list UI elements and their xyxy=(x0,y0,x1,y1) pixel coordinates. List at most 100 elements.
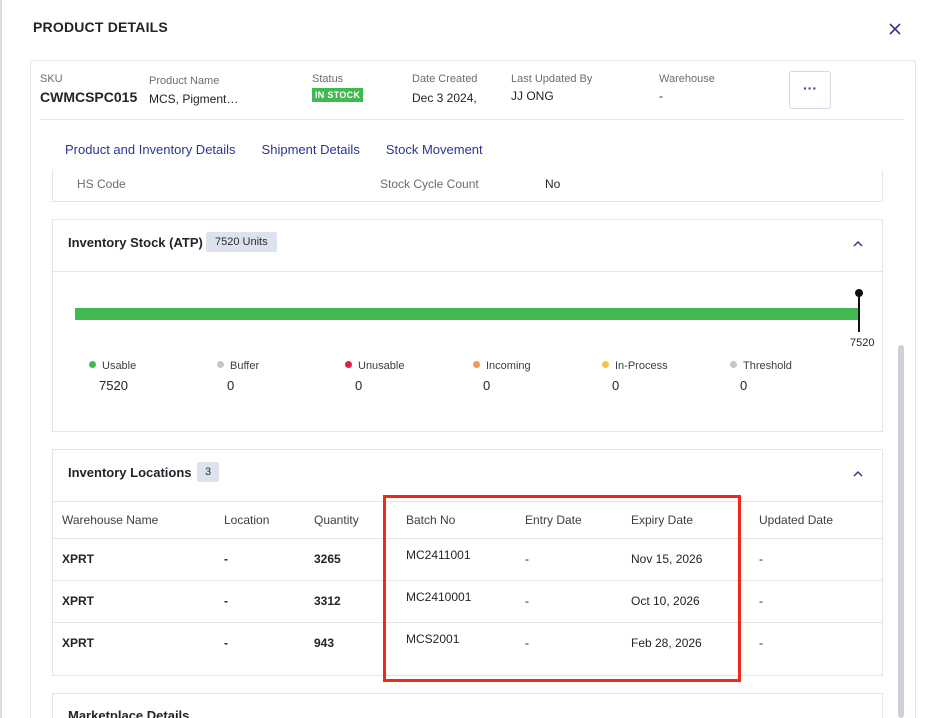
buffer-dot-icon xyxy=(217,361,224,368)
sku-value: CWMCSPC015 xyxy=(40,89,138,105)
date-created-value: Dec 3 2024, xyxy=(412,91,477,105)
header-divider xyxy=(40,119,904,120)
cell-entry-date: - xyxy=(516,580,622,623)
legend-usable-label: Usable xyxy=(102,360,137,372)
legend-threshold: Threshold 0 xyxy=(730,360,792,393)
tab-stock-movement[interactable]: Stock Movement xyxy=(385,142,483,157)
col-location[interactable]: Location xyxy=(215,502,305,539)
cell-expiry-date: Nov 15, 2026 xyxy=(622,538,750,581)
legend-threshold-label: Threshold xyxy=(743,360,792,372)
table-row[interactable]: XPRT - 3312 MC2410001 - Oct 10, 2026 - xyxy=(53,580,882,623)
cell-quantity: 3312 xyxy=(305,580,397,623)
status-label: Status xyxy=(312,73,344,85)
legend-usable: Usable 7520 xyxy=(89,360,136,393)
cell-entry-date: - xyxy=(525,636,529,651)
chevron-up-icon[interactable] xyxy=(852,238,864,250)
status-field: Status IN STOCK xyxy=(312,73,364,103)
locations-count-badge: 3 xyxy=(197,462,220,482)
unusable-dot-icon xyxy=(345,361,352,368)
cell-updated-date: - xyxy=(750,580,882,623)
status-badge: IN STOCK xyxy=(312,88,364,102)
cell-batch-no: MCS2001 xyxy=(406,631,460,646)
cell-batch-no: MC2410001 xyxy=(397,580,516,623)
cell-quantity: 3265 xyxy=(305,538,397,581)
threshold-dot-icon xyxy=(730,361,737,368)
inventory-stock-panel: Inventory Stock (ATP) 7520 Units 7520 Us… xyxy=(52,219,883,432)
units-badge: 7520 Units xyxy=(206,232,277,252)
atp-stock-bar xyxy=(75,308,859,320)
product-name-label: Product Name xyxy=(149,75,220,87)
legend-incoming-value: 0 xyxy=(483,378,491,393)
incoming-dot-icon xyxy=(473,361,480,368)
date-created-field: Date Created Dec 3 2024, xyxy=(412,73,477,105)
legend-in-process: In-Process 0 xyxy=(602,360,668,393)
stock-cycle-count-value: No xyxy=(545,177,561,191)
legend-unusable-value: 0 xyxy=(355,378,363,393)
legend-in-process-value: 0 xyxy=(612,378,620,393)
cell-expiry-date: Oct 10, 2026 xyxy=(622,580,750,623)
legend-buffer-value: 0 xyxy=(227,378,235,393)
chevron-up-icon[interactable] xyxy=(852,468,864,480)
last-updated-by-field: Last Updated By JJ ONG xyxy=(511,73,592,103)
legend-unusable: Unusable 0 xyxy=(345,360,404,393)
hs-code-row: HS Code Stock Cycle Count No xyxy=(52,170,883,202)
inventory-stock-header[interactable]: Inventory Stock (ATP) 7520 Units xyxy=(53,220,882,272)
col-updated-date[interactable]: Updated Date xyxy=(750,502,882,539)
warehouse-label: Warehouse xyxy=(659,73,715,85)
inventory-locations-panel: Inventory Locations 3 Warehouse Name Loc… xyxy=(52,449,883,676)
product-card xyxy=(30,60,916,718)
tab-product-inventory-details[interactable]: Product and Inventory Details xyxy=(65,142,236,157)
col-entry-date[interactable]: Entry Date xyxy=(516,502,622,539)
table-header-row: Warehouse Name Location Quantity Batch N… xyxy=(53,502,882,539)
legend-incoming: Incoming 0 xyxy=(473,360,531,393)
legend-usable-value: 7520 xyxy=(99,378,128,393)
last-updated-by-value: JJ ONG xyxy=(511,89,554,103)
cell-location: - xyxy=(224,636,228,651)
warehouse-value: - xyxy=(659,89,663,103)
table-row[interactable]: XPRT - 3265 MC2411001 - Nov 15, 2026 - xyxy=(53,538,882,581)
marketplace-details-title: Marketplace Details xyxy=(68,708,190,718)
vertical-scrollbar[interactable] xyxy=(898,345,904,718)
cell-location: - xyxy=(215,538,305,581)
product-name-field: Product Name MCS, Pigment… xyxy=(149,75,238,106)
cell-updated-date: - xyxy=(759,636,763,651)
threshold-marker-dot xyxy=(855,289,863,297)
sku-field: SKU CWMCSPC015 xyxy=(40,73,137,105)
table-row[interactable]: XPRT - 943 MCS2001 - Feb 28, 2026 - xyxy=(53,622,882,664)
inventory-locations-table: Warehouse Name Location Quantity Batch N… xyxy=(53,502,882,664)
legend-incoming-label: Incoming xyxy=(486,360,531,372)
cell-entry-date: - xyxy=(516,538,622,581)
col-batch-no[interactable]: Batch No xyxy=(397,502,516,539)
inventory-locations-header[interactable]: Inventory Locations 3 xyxy=(53,450,882,502)
col-warehouse-name[interactable]: Warehouse Name xyxy=(53,502,215,539)
usable-dot-icon xyxy=(89,361,96,368)
in-process-dot-icon xyxy=(602,361,609,368)
close-icon[interactable] xyxy=(886,20,904,38)
cell-batch-no: MC2411001 xyxy=(397,538,516,581)
col-quantity[interactable]: Quantity xyxy=(305,502,397,539)
details-scroll-area[interactable]: HS Code Stock Cycle Count No Inventory S… xyxy=(40,170,904,718)
cell-warehouse: XPRT xyxy=(53,538,215,581)
legend-in-process-label: In-Process xyxy=(615,360,668,372)
last-updated-by-label: Last Updated By xyxy=(511,73,593,85)
date-created-label: Date Created xyxy=(412,73,478,85)
cell-updated-date: - xyxy=(750,538,882,581)
col-expiry-date[interactable]: Expiry Date xyxy=(622,502,750,539)
more-options-button[interactable]: ··· xyxy=(789,71,831,109)
inventory-locations-title: Inventory Locations xyxy=(68,465,192,480)
hs-code-label: HS Code xyxy=(77,177,126,191)
cell-quantity: 943 xyxy=(314,636,335,651)
product-name-value: MCS, Pigment… xyxy=(149,92,239,106)
cell-warehouse: XPRT xyxy=(62,636,95,651)
legend-unusable-label: Unusable xyxy=(358,360,405,372)
tab-shipment-details[interactable]: Shipment Details xyxy=(261,142,360,157)
stock-cycle-count-label: Stock Cycle Count xyxy=(380,177,479,191)
marketplace-details-panel[interactable]: Marketplace Details xyxy=(52,693,883,718)
cell-warehouse: XPRT xyxy=(53,580,215,623)
detail-tabs: Product and Inventory Details Shipment D… xyxy=(65,142,483,157)
warehouse-field: Warehouse - xyxy=(659,73,715,103)
legend-threshold-value: 0 xyxy=(740,378,748,393)
legend-buffer: Buffer 0 xyxy=(217,360,259,393)
threshold-marker xyxy=(858,290,860,332)
